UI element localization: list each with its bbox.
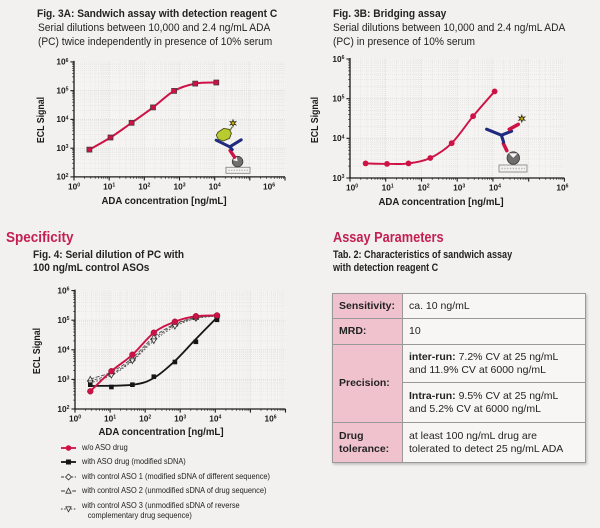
svg-text:106: 106 xyxy=(556,183,568,193)
svg-text:102: 102 xyxy=(56,172,68,182)
svg-text:ECL Signal: ECL Signal xyxy=(308,97,320,143)
svg-text:102: 102 xyxy=(139,414,151,424)
svg-text:103: 103 xyxy=(56,143,68,153)
svg-text:103: 103 xyxy=(332,173,344,183)
svg-text:102: 102 xyxy=(417,183,429,193)
svg-text:106: 106 xyxy=(264,414,276,424)
svg-text:ECL Signal: ECL Signal xyxy=(34,97,46,143)
svg-text:100: 100 xyxy=(69,414,81,424)
svg-text:104: 104 xyxy=(56,114,68,124)
svg-text:104: 104 xyxy=(57,345,69,355)
svg-text:105: 105 xyxy=(332,94,344,104)
svg-text:106: 106 xyxy=(57,285,69,295)
svg-text:100: 100 xyxy=(346,183,358,193)
svg-text:104: 104 xyxy=(209,181,221,191)
svg-text:102: 102 xyxy=(138,181,150,191)
svg-text:103: 103 xyxy=(57,374,69,384)
svg-text:102: 102 xyxy=(57,404,69,414)
svg-text:106: 106 xyxy=(56,57,68,67)
svg-text:104: 104 xyxy=(489,183,501,193)
svg-text:106: 106 xyxy=(263,181,275,191)
svg-text:ADA concentration [ng/mL]: ADA concentration [ng/mL] xyxy=(101,196,226,207)
svg-text:103: 103 xyxy=(174,414,186,424)
svg-text:101: 101 xyxy=(382,183,394,193)
svg-text:101: 101 xyxy=(104,414,116,424)
svg-text:104: 104 xyxy=(332,133,344,143)
svg-text:105: 105 xyxy=(56,86,68,96)
svg-text:100: 100 xyxy=(68,181,80,191)
svg-text:104: 104 xyxy=(209,414,221,424)
svg-text:ECL Signal: ECL Signal xyxy=(30,328,42,374)
svg-text:103: 103 xyxy=(453,183,465,193)
svg-text:103: 103 xyxy=(173,181,185,191)
svg-text:106: 106 xyxy=(332,54,344,64)
svg-text:105: 105 xyxy=(57,315,69,325)
svg-text:101: 101 xyxy=(103,181,115,191)
svg-text:ADA concentration [ng/mL]: ADA concentration [ng/mL] xyxy=(378,197,503,208)
svg-text:ADA concentration [ng/mL]: ADA concentration [ng/mL] xyxy=(98,427,223,438)
